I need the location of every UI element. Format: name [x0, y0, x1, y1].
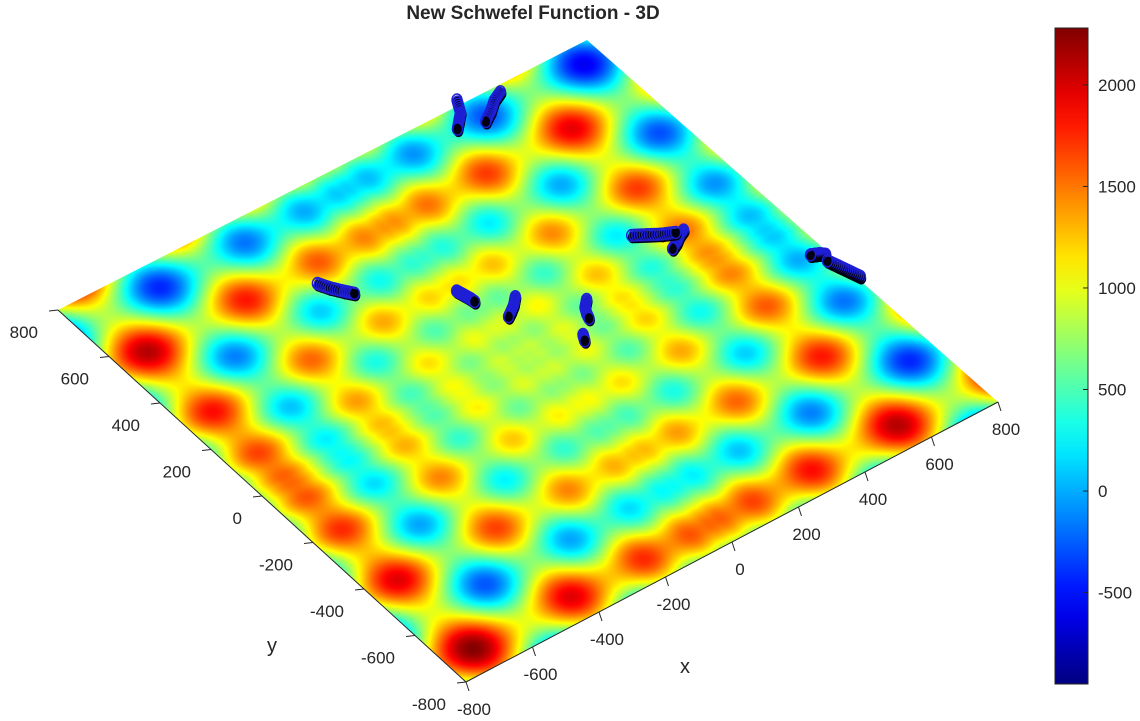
- trajectory-marker: [468, 294, 481, 309]
- x-tick-mark: [997, 401, 1002, 412]
- trajectory-marker: [579, 334, 591, 348]
- trajectory-marker: [666, 242, 679, 256]
- y-tick-mark: [48, 309, 59, 312]
- x-tick-label: 400: [859, 490, 887, 509]
- y-tick-label: -600: [361, 649, 395, 668]
- colorbar-tick-label: 0: [1098, 482, 1107, 501]
- y-tick-label: 400: [112, 416, 140, 435]
- x-axis: -800 -600 -400 -200 0 200 400 600 800: [457, 401, 1020, 719]
- trajectory-markers: [311, 85, 867, 349]
- colorbar-tick-label: 1000: [1098, 279, 1136, 298]
- trajectory-marker: [451, 122, 464, 136]
- trajectory-marker: [583, 311, 595, 326]
- y-tick-label: 600: [61, 370, 89, 389]
- y-tick-label: 800: [10, 323, 38, 342]
- x-tick-label: 200: [792, 525, 820, 544]
- x-tick-label: -800: [457, 700, 491, 719]
- y-tick-label: -200: [259, 556, 293, 575]
- y-tick-mark: [456, 681, 467, 684]
- colorbar-tick-label: 500: [1098, 381, 1126, 400]
- y-tick-label: 200: [163, 463, 191, 482]
- x-tick-mark: [465, 681, 470, 692]
- trajectory-marker: [348, 286, 361, 301]
- x-tick-label: 0: [735, 560, 744, 579]
- colorbar-tick-label: 2000: [1098, 76, 1136, 95]
- y-tick-mark: [252, 495, 263, 498]
- x-axis-label: x: [680, 656, 690, 678]
- colorbar: -500 0 500 1000 1500 2000: [1054, 27, 1136, 685]
- y-tick-mark: [303, 542, 314, 544]
- trajectory-marker: [502, 310, 515, 324]
- x-tick-mark: [598, 611, 603, 622]
- trajectory-marker: [480, 114, 492, 129]
- x-tick-label: 800: [992, 420, 1020, 439]
- colorbar-ticks: -500 0 500 1000 1500 2000: [1083, 76, 1136, 603]
- x-tick-mark: [665, 576, 669, 587]
- y-tick-mark: [150, 402, 161, 405]
- x-tick-mark: [532, 646, 536, 657]
- y-axis-label: y: [267, 635, 277, 657]
- x-tick-label: -600: [523, 665, 557, 684]
- y-tick-mark: [354, 588, 365, 591]
- chart-title: New Schwefel Function - 3D: [406, 3, 659, 24]
- colorbar-fill: [1054, 27, 1089, 685]
- y-axis: -800 -600 -400 -200 0 200 400 600 800: [10, 309, 467, 714]
- trajectory-marker: [804, 248, 817, 262]
- trajectory-marker: [669, 225, 682, 240]
- x-tick-mark: [931, 436, 935, 447]
- x-tick-label: 600: [925, 455, 953, 474]
- trajectory-marker: [821, 254, 834, 268]
- y-tick-mark: [201, 449, 212, 451]
- colorbar-tick-label: -500: [1098, 584, 1132, 603]
- x-tick-mark: [864, 471, 869, 482]
- y-tick-mark: [405, 635, 416, 637]
- y-tick-mark: [99, 356, 110, 358]
- x-tick-mark: [731, 541, 736, 552]
- colorbar-tick-label: 1500: [1098, 177, 1136, 196]
- y-tick-label: -400: [310, 602, 344, 621]
- x-tick-label: -400: [590, 630, 624, 649]
- x-tick-mark: [798, 506, 802, 517]
- x-tick-label: -200: [656, 595, 690, 614]
- y-tick-label: 0: [233, 509, 242, 528]
- y-tick-label: -800: [412, 695, 446, 714]
